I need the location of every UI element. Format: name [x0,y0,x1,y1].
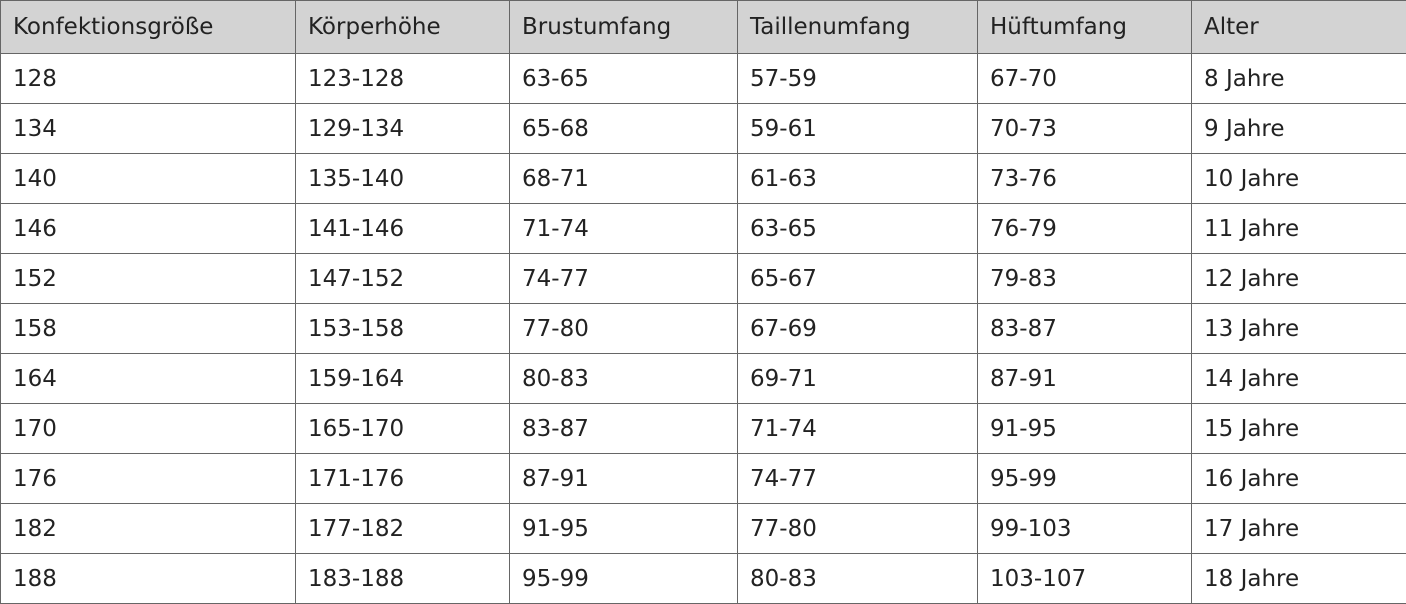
table-cell: 177-182 [295,503,510,554]
table-cell: 140 [0,153,296,204]
table-cell: 171-176 [295,453,510,504]
table-cell: 73-76 [977,153,1192,204]
column-header: Taillenumfang [737,0,978,54]
table-cell: 80-83 [509,353,738,404]
header-row: Konfektionsgröße Körperhöhe Brustumfang Tai… [0,0,1406,54]
table-cell: 67-69 [737,303,978,354]
table-row: 182 177-182 91-95 77-80 99-103 17 Jahre [0,503,1406,554]
table-cell: 68-71 [509,153,738,204]
table-cell: 65-67 [737,253,978,304]
table-cell: 141-146 [295,203,510,254]
table-cell: 176 [0,453,296,504]
table-cell: 67-70 [977,53,1192,104]
table-cell: 71-74 [737,403,978,454]
table-cell: 15 Jahre [1191,403,1406,454]
table-cell: 188 [0,553,296,604]
table-cell: 69-71 [737,353,978,404]
table-cell: 146 [0,203,296,254]
table-cell: 129-134 [295,103,510,154]
table-cell: 91-95 [977,403,1192,454]
table-cell: 182 [0,503,296,554]
table-cell: 12 Jahre [1191,253,1406,304]
table-cell: 91-95 [509,503,738,554]
table-cell: 77-80 [509,303,738,354]
table-cell: 65-68 [509,103,738,154]
table-cell: 76-79 [977,203,1192,254]
table-cell: 95-99 [977,453,1192,504]
column-header: Körperhöhe [295,0,510,54]
table-cell: 70-73 [977,103,1192,154]
column-header: Hüftumfang [977,0,1192,54]
column-header: Brustumfang [509,0,738,54]
table-cell: 11 Jahre [1191,203,1406,254]
table-row: 176 171-176 87-91 74-77 95-99 16 Jahre [0,453,1406,504]
table-cell: 87-91 [977,353,1192,404]
table-cell: 57-59 [737,53,978,104]
table-cell: 165-170 [295,403,510,454]
table-cell: 74-77 [509,253,738,304]
table-cell: 99-103 [977,503,1192,554]
table-cell: 63-65 [737,203,978,254]
table-row: 146 141-146 71-74 63-65 76-79 11 Jahre [0,203,1406,254]
table-cell: 134 [0,103,296,154]
table-cell: 170 [0,403,296,454]
table-cell: 79-83 [977,253,1192,304]
table-row: 188 183-188 95-99 80-83 103-107 18 Jahre [0,553,1406,604]
table-cell: 74-77 [737,453,978,504]
table-cell: 9 Jahre [1191,103,1406,154]
table-cell: 103-107 [977,553,1192,604]
table-cell: 87-91 [509,453,738,504]
table-row: 128 123-128 63-65 57-59 67-70 8 Jahre [0,53,1406,104]
table-cell: 158 [0,303,296,354]
table-cell: 153-158 [295,303,510,354]
table-cell: 59-61 [737,103,978,154]
table-cell: 14 Jahre [1191,353,1406,404]
table-cell: 80-83 [737,553,978,604]
table-cell: 159-164 [295,353,510,404]
table-row: 170 165-170 83-87 71-74 91-95 15 Jahre [0,403,1406,454]
table-row: 164 159-164 80-83 69-71 87-91 14 Jahre [0,353,1406,404]
table-cell: 83-87 [509,403,738,454]
table-cell: 128 [0,53,296,104]
table-cell: 18 Jahre [1191,553,1406,604]
table-cell: 10 Jahre [1191,153,1406,204]
table-row: 152 147-152 74-77 65-67 79-83 12 Jahre [0,253,1406,304]
table-cell: 8 Jahre [1191,53,1406,104]
table-cell: 95-99 [509,553,738,604]
table-cell: 71-74 [509,203,738,254]
table-cell: 16 Jahre [1191,453,1406,504]
table-cell: 63-65 [509,53,738,104]
table-cell: 83-87 [977,303,1192,354]
table-cell: 135-140 [295,153,510,204]
table-cell: 147-152 [295,253,510,304]
table-cell: 61-63 [737,153,978,204]
table-cell: 77-80 [737,503,978,554]
table-cell: 164 [0,353,296,404]
table-row: 140 135-140 68-71 61-63 73-76 10 Jahre [0,153,1406,204]
table-cell: 13 Jahre [1191,303,1406,354]
table-cell: 152 [0,253,296,304]
table-cell: 123-128 [295,53,510,104]
column-header: Alter [1191,0,1406,54]
table-row: 158 153-158 77-80 67-69 83-87 13 Jahre [0,303,1406,354]
table-row: 134 129-134 65-68 59-61 70-73 9 Jahre [0,103,1406,154]
table-cell: 17 Jahre [1191,503,1406,554]
column-header: Konfektionsgröße [0,0,296,54]
table-cell: 183-188 [295,553,510,604]
